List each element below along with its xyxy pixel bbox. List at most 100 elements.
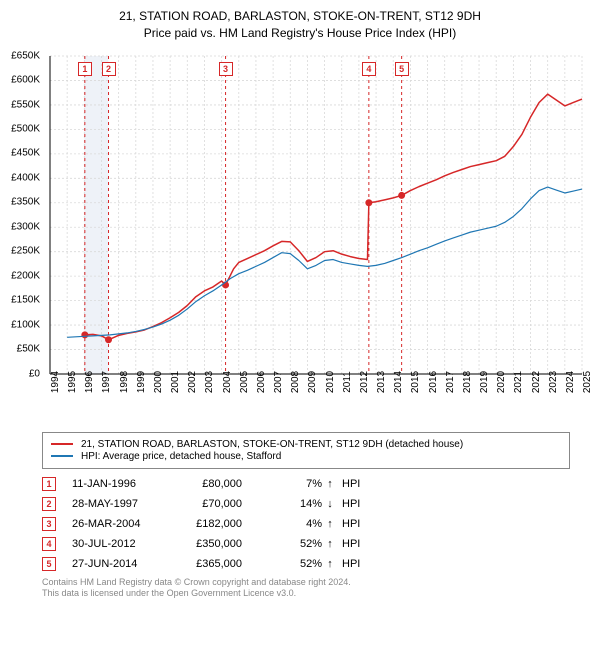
- y-axis-tick-label: £600K: [4, 75, 40, 86]
- legend-label-series2: HPI: Average price, detached house, Staf…: [81, 451, 281, 462]
- x-axis-tick-label: 2009: [307, 370, 318, 392]
- y-axis-tick-label: £500K: [4, 123, 40, 134]
- x-axis-tick-label: 2001: [170, 370, 181, 392]
- x-axis-tick-label: 2007: [273, 370, 284, 392]
- y-axis-tick-label: £100K: [4, 319, 40, 330]
- transaction-suffix: HPI: [338, 558, 360, 570]
- transaction-row: 1 11-JAN-1996£80,0007%↑HPI: [42, 477, 570, 491]
- transaction-price: £365,000: [182, 558, 282, 570]
- x-axis-tick-label: 2021: [513, 370, 524, 392]
- legend-swatch-series2: [51, 455, 73, 457]
- x-axis-tick-label: 2003: [204, 370, 215, 392]
- x-axis-tick-label: 2018: [462, 370, 473, 392]
- transaction-price: £70,000: [182, 498, 282, 510]
- x-axis-tick-label: 1998: [119, 370, 130, 392]
- y-axis-tick-label: £50K: [4, 344, 40, 355]
- transaction-date: 11-JAN-1996: [72, 478, 182, 490]
- x-axis-tick-label: 2014: [393, 370, 404, 392]
- transaction-pct: 52%: [282, 538, 322, 550]
- event-marker: 4: [362, 62, 376, 76]
- y-axis-tick-label: £250K: [4, 246, 40, 257]
- x-axis-tick-label: 2024: [565, 370, 576, 392]
- transaction-price: £80,000: [182, 478, 282, 490]
- x-axis-tick-label: 2010: [325, 370, 336, 392]
- transaction-marker: 3: [42, 517, 56, 531]
- event-marker: 2: [102, 62, 116, 76]
- chart-svg: [0, 46, 600, 426]
- transaction-marker: 2: [42, 497, 56, 511]
- transaction-date: 30-JUL-2012: [72, 538, 182, 550]
- transaction-suffix: HPI: [338, 518, 360, 530]
- footer-line1: Contains HM Land Registry data © Crown c…: [42, 577, 570, 589]
- legend-row-series2: HPI: Average price, detached house, Staf…: [51, 451, 561, 462]
- x-axis-tick-label: 1996: [84, 370, 95, 392]
- page-container: 21, STATION ROAD, BARLASTON, STOKE-ON-TR…: [0, 0, 600, 650]
- y-axis-tick-label: £650K: [4, 50, 40, 61]
- transaction-row: 5 27-JUN-2014£365,00052%↑HPI: [42, 557, 570, 571]
- x-axis-tick-label: 2011: [342, 371, 353, 393]
- x-axis-tick-label: 2012: [359, 370, 370, 392]
- event-marker: 1: [78, 62, 92, 76]
- title-line1: 21, STATION ROAD, BARLASTON, STOKE-ON-TR…: [10, 8, 590, 25]
- transaction-arrow-icon: ↑: [322, 478, 338, 490]
- x-axis-tick-label: 2025: [582, 370, 593, 392]
- transaction-date: 26-MAR-2004: [72, 518, 182, 530]
- transaction-pct: 4%: [282, 518, 322, 530]
- y-axis-tick-label: £550K: [4, 99, 40, 110]
- x-axis-tick-label: 2005: [239, 370, 250, 392]
- transaction-date: 28-MAY-1997: [72, 498, 182, 510]
- x-axis-tick-label: 2002: [187, 370, 198, 392]
- x-axis-tick-label: 2020: [496, 370, 507, 392]
- x-axis-tick-label: 2019: [479, 370, 490, 392]
- x-axis-tick-label: 2000: [153, 370, 164, 392]
- transaction-pct: 52%: [282, 558, 322, 570]
- y-axis-tick-label: £200K: [4, 270, 40, 281]
- transaction-row: 4 30-JUL-2012£350,00052%↑HPI: [42, 537, 570, 551]
- x-axis-tick-label: 1994: [50, 370, 61, 392]
- y-axis-tick-label: £300K: [4, 221, 40, 232]
- y-axis-tick-label: £150K: [4, 295, 40, 306]
- transaction-marker: 5: [42, 557, 56, 571]
- x-axis-tick-label: 2015: [410, 370, 421, 392]
- y-axis-tick-label: £350K: [4, 197, 40, 208]
- event-marker: 3: [219, 62, 233, 76]
- footer-line2: This data is licensed under the Open Gov…: [42, 588, 570, 600]
- footer-block: Contains HM Land Registry data © Crown c…: [42, 577, 570, 600]
- transaction-row: 228-MAY-1997£70,00014%↓HPI: [42, 497, 570, 511]
- x-axis-tick-label: 2006: [256, 370, 267, 392]
- x-axis-tick-label: 1995: [67, 370, 78, 392]
- x-axis-tick-label: 2017: [445, 370, 456, 392]
- transaction-date: 27-JUN-2014: [72, 558, 182, 570]
- x-axis-tick-label: 2008: [290, 370, 301, 392]
- x-axis-tick-label: 2004: [222, 370, 233, 392]
- transaction-arrow-icon: ↑: [322, 538, 338, 550]
- transaction-arrow-icon: ↓: [322, 498, 338, 510]
- transaction-marker: 4: [42, 537, 56, 551]
- legend-swatch-series1: [51, 443, 73, 445]
- legend-box: 21, STATION ROAD, BARLASTON, STOKE-ON-TR…: [42, 432, 570, 469]
- price-chart: £0 £50K £100K £150K £200K £250K £300K £350K £400…: [0, 46, 600, 426]
- x-axis-tick-label: 2022: [531, 370, 542, 392]
- event-marker: 5: [395, 62, 409, 76]
- transaction-arrow-icon: ↑: [322, 518, 338, 530]
- transaction-suffix: HPI: [338, 498, 360, 510]
- title-line2: Price paid vs. HM Land Registry's House …: [10, 25, 590, 42]
- title-block: 21, STATION ROAD, BARLASTON, STOKE-ON-TR…: [0, 0, 600, 46]
- transaction-arrow-icon: ↑: [322, 558, 338, 570]
- transaction-suffix: HPI: [338, 478, 360, 490]
- y-axis-tick-label: £400K: [4, 172, 40, 183]
- x-axis-tick-label: 2016: [428, 370, 439, 392]
- transaction-marker: 1: [42, 477, 56, 491]
- transaction-pct: 7%: [282, 478, 322, 490]
- transactions-list: 111-JAN-1996£80,0007%↑HPI228-MAY-1997£70…: [42, 477, 570, 571]
- legend-row-series1: 21, STATION ROAD, BARLASTON, STOKE-ON-TR…: [51, 439, 561, 450]
- transaction-row: 3 26-MAR-2004£182,0004%↑HPI: [42, 517, 570, 531]
- x-axis-tick-label: 1999: [136, 370, 147, 392]
- transaction-suffix: HPI: [338, 538, 360, 550]
- legend-label-series1: 21, STATION ROAD, BARLASTON, STOKE-ON-TR…: [81, 439, 463, 450]
- transaction-price: £182,000: [182, 518, 282, 530]
- y-axis-tick-label: £0: [4, 368, 40, 379]
- transaction-price: £350,000: [182, 538, 282, 550]
- x-axis-tick-label: 2013: [376, 370, 387, 392]
- x-axis-tick-label: 1997: [101, 370, 112, 392]
